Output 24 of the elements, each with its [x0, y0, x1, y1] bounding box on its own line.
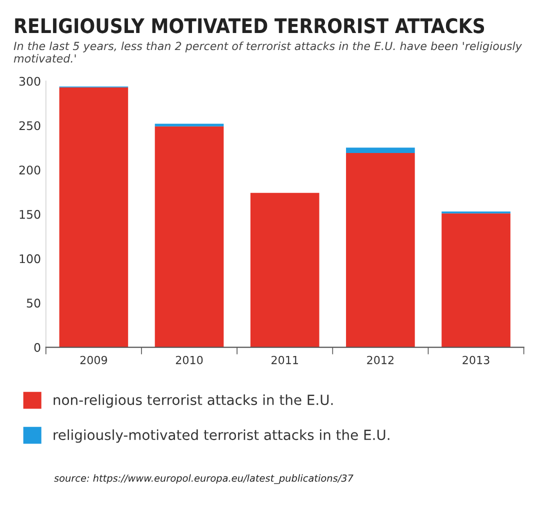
y-tick-label: 100	[20, 254, 40, 264]
x-tick-label: 2010	[176, 356, 203, 364]
bar	[346, 148, 415, 153]
chart-title: RELIGIOUSLY MOTIVATED TERRORIST ATTACKS	[15, 18, 484, 34]
chart-subtitle: In the last 5 years, less than 2 percent of terrorist attacks in the E.U. have been 'religiously motivated.'	[14, 42, 522, 63]
y-tick-label: 50	[26, 298, 40, 308]
legend-label: non-religious terrorist attacks in the E.U.	[54, 394, 333, 408]
bar	[346, 152, 415, 348]
y-tick-label: 250	[19, 121, 40, 130]
bar	[442, 213, 510, 348]
bar	[154, 124, 224, 126]
bar	[154, 126, 224, 348]
y-tick-label: 0	[34, 343, 40, 352]
y-tick-label: 300	[19, 76, 40, 86]
y-tick-label: 200	[19, 166, 40, 174]
x-tick-label: 2012	[367, 356, 394, 364]
x-tick-label: 2009	[80, 356, 108, 364]
x-tick-label: 2013	[462, 356, 490, 364]
y-tick-label: 150	[20, 210, 40, 219]
source-note: source: https://www.europol.europa.eu/latest_publications/37	[54, 474, 354, 484]
bar	[59, 87, 128, 348]
legend-label: religiously-motivated terrorist attacks in the E.U.	[54, 429, 390, 443]
x-tick-label: 2011	[272, 356, 298, 364]
bar	[250, 192, 320, 348]
